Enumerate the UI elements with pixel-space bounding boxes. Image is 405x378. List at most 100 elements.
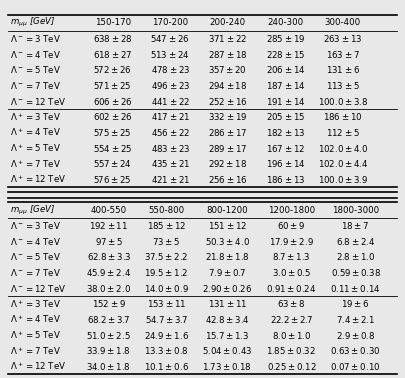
Text: $112 \pm 5$: $112 \pm 5$ (326, 127, 360, 138)
Text: $8.7 \pm 1.3$: $8.7 \pm 1.3$ (272, 251, 311, 262)
Text: 1800-3000: 1800-3000 (332, 206, 379, 215)
Text: $\Lambda^+ = 4$ TeV: $\Lambda^+ = 4$ TeV (10, 314, 61, 325)
Text: $0.91 \pm 0.24$: $0.91 \pm 0.24$ (266, 283, 316, 294)
Text: $602 \pm 26$: $602 \pm 26$ (93, 111, 132, 122)
Text: 400-550: 400-550 (91, 206, 127, 215)
Text: $228 \pm 15$: $228 \pm 15$ (266, 49, 305, 60)
Text: $100.0 \pm 3.8$: $100.0 \pm 3.8$ (318, 96, 368, 107)
Text: $186 \pm 13$: $186 \pm 13$ (266, 174, 305, 185)
Text: $\Lambda^+ = 7$ TeV: $\Lambda^+ = 7$ TeV (10, 158, 61, 169)
Text: $97 \pm 5$: $97 \pm 5$ (95, 236, 123, 247)
Text: $\Lambda^- = 3$ TeV: $\Lambda^- = 3$ TeV (10, 33, 61, 44)
Text: $185 \pm 12$: $185 \pm 12$ (147, 220, 186, 231)
Text: $152 \pm 9$: $152 \pm 9$ (92, 298, 126, 309)
Text: $10.1 \pm 0.6$: $10.1 \pm 0.6$ (144, 361, 189, 372)
Text: $575 \pm 25$: $575 \pm 25$ (94, 127, 132, 138)
Text: $186 \pm 10$: $186 \pm 10$ (323, 111, 362, 122)
Text: $153 \pm 11$: $153 \pm 11$ (147, 298, 186, 309)
Text: $7.9 \pm 0.7$: $7.9 \pm 0.7$ (208, 267, 247, 278)
Text: $113 \pm 5$: $113 \pm 5$ (326, 80, 360, 91)
Text: $332 \pm 19$: $332 \pm 19$ (208, 111, 247, 122)
Text: $187 \pm 14$: $187 \pm 14$ (266, 80, 305, 91)
Text: $\Lambda^+ = 5$ TeV: $\Lambda^+ = 5$ TeV (10, 142, 61, 154)
Text: $131 \pm 11$: $131 \pm 11$ (208, 298, 247, 309)
Text: $\Lambda^+ = 12$ TeV: $\Lambda^+ = 12$ TeV (10, 361, 66, 372)
Text: 150-170: 150-170 (95, 19, 131, 28)
Text: $13.3 \pm 0.8$: $13.3 \pm 0.8$ (144, 345, 189, 356)
Text: $51.0 \pm 2.5$: $51.0 \pm 2.5$ (86, 330, 131, 341)
Text: $513 \pm 24$: $513 \pm 24$ (151, 49, 190, 60)
Text: $205 \pm 15$: $205 \pm 15$ (266, 111, 305, 122)
Text: $50.3 \pm 4.0$: $50.3 \pm 4.0$ (205, 236, 249, 247)
Text: $206 \pm 14$: $206 \pm 14$ (266, 64, 305, 75)
Text: $19.5 \pm 1.2$: $19.5 \pm 1.2$ (144, 267, 188, 278)
Text: $63 \pm 8$: $63 \pm 8$ (277, 298, 306, 309)
Text: $\Lambda^+ = 3$ TeV: $\Lambda^+ = 3$ TeV (10, 111, 61, 122)
Text: $163 \pm 7$: $163 \pm 7$ (326, 49, 360, 60)
Text: 170-200: 170-200 (152, 19, 188, 28)
Text: $478 \pm 23$: $478 \pm 23$ (151, 64, 190, 75)
Text: 200-240: 200-240 (210, 19, 246, 28)
Text: $\Lambda^- = 3$ TeV: $\Lambda^- = 3$ TeV (10, 220, 61, 231)
Text: $638 \pm 28$: $638 \pm 28$ (93, 33, 132, 44)
Text: $606 \pm 26$: $606 \pm 26$ (93, 96, 132, 107)
Text: $191 \pm 14$: $191 \pm 14$ (266, 96, 305, 107)
Text: $196 \pm 14$: $196 \pm 14$ (266, 158, 305, 169)
Text: $102.0 \pm 4.0$: $102.0 \pm 4.0$ (318, 143, 368, 153)
Text: $618 \pm 27$: $618 \pm 27$ (93, 49, 132, 60)
Text: $\Lambda^- = 7$ TeV: $\Lambda^- = 7$ TeV (10, 267, 61, 278)
Text: $192 \pm 11$: $192 \pm 11$ (89, 220, 128, 231)
Text: $441 \pm 22$: $441 \pm 22$ (151, 96, 190, 107)
Text: $\Lambda^+ = 4$ TeV: $\Lambda^+ = 4$ TeV (10, 127, 61, 138)
Text: $286 \pm 17$: $286 \pm 17$ (208, 127, 247, 138)
Text: $22.2 \pm 2.7$: $22.2 \pm 2.7$ (269, 314, 313, 325)
Text: $252 \pm 16$: $252 \pm 16$ (208, 96, 247, 107)
Text: $\Lambda^- = 5$ TeV: $\Lambda^- = 5$ TeV (10, 64, 61, 75)
Text: $100.0 \pm 3.9$: $100.0 \pm 3.9$ (318, 174, 368, 185)
Text: $0.63 \pm 0.30$: $0.63 \pm 0.30$ (330, 345, 381, 356)
Text: 800-1200: 800-1200 (207, 206, 248, 215)
Text: $68.2 \pm 3.7$: $68.2 \pm 3.7$ (87, 314, 131, 325)
Text: $131 \pm 6$: $131 \pm 6$ (326, 64, 360, 75)
Text: $263 \pm 13$: $263 \pm 13$ (323, 33, 362, 44)
Text: $571 \pm 25$: $571 \pm 25$ (94, 80, 132, 91)
Text: $256 \pm 16$: $256 \pm 16$ (208, 174, 247, 185)
Text: $182 \pm 13$: $182 \pm 13$ (266, 127, 305, 138)
Text: $60 \pm 9$: $60 \pm 9$ (277, 220, 305, 231)
Text: 1200-1800: 1200-1800 (268, 206, 315, 215)
Text: $\Lambda^- = 4$ TeV: $\Lambda^- = 4$ TeV (10, 49, 61, 60)
Text: $1.73 \pm 0.18$: $1.73 \pm 0.18$ (202, 361, 252, 372)
Text: $\Lambda^+ = 5$ TeV: $\Lambda^+ = 5$ TeV (10, 329, 61, 341)
Text: $15.7 \pm 1.3$: $15.7 \pm 1.3$ (205, 330, 249, 341)
Text: $\Lambda^- = 4$ TeV: $\Lambda^- = 4$ TeV (10, 236, 61, 247)
Text: $2.9 \pm 0.8$: $2.9 \pm 0.8$ (336, 330, 375, 341)
Text: $33.9 \pm 1.8$: $33.9 \pm 1.8$ (86, 345, 131, 356)
Text: $m_{\mu\mu}$ [GeV]: $m_{\mu\mu}$ [GeV] (10, 16, 55, 29)
Text: $421 \pm 21$: $421 \pm 21$ (151, 174, 190, 185)
Text: $\Lambda^+ = 12$ TeV: $\Lambda^+ = 12$ TeV (10, 174, 66, 185)
Text: $294 \pm 18$: $294 \pm 18$ (208, 80, 247, 91)
Text: $572 \pm 26$: $572 \pm 26$ (93, 64, 132, 75)
Text: $5.04 \pm 0.43$: $5.04 \pm 0.43$ (202, 345, 252, 356)
Text: 550-800: 550-800 (148, 206, 184, 215)
Text: $8.0 \pm 1.0$: $8.0 \pm 1.0$ (272, 330, 311, 341)
Text: $557 \pm 24$: $557 \pm 24$ (93, 158, 132, 169)
Text: $3.0 \pm 0.5$: $3.0 \pm 0.5$ (272, 267, 311, 278)
Text: $\Lambda^- = 5$ TeV: $\Lambda^- = 5$ TeV (10, 251, 61, 262)
Text: $102.0 \pm 4.4$: $102.0 \pm 4.4$ (318, 158, 368, 169)
Text: $17.9 \pm 2.9$: $17.9 \pm 2.9$ (269, 236, 314, 247)
Text: $371 \pm 22$: $371 \pm 22$ (208, 33, 247, 44)
Text: $21.8 \pm 1.8$: $21.8 \pm 1.8$ (205, 251, 249, 262)
Text: $554 \pm 25$: $554 \pm 25$ (93, 143, 132, 153)
Text: $34.0 \pm 1.8$: $34.0 \pm 1.8$ (86, 361, 131, 372)
Text: $42.8 \pm 3.4$: $42.8 \pm 3.4$ (205, 314, 249, 325)
Text: $285 \pm 19$: $285 \pm 19$ (266, 33, 305, 44)
Text: $287 \pm 18$: $287 \pm 18$ (208, 49, 247, 60)
Text: $289 \pm 17$: $289 \pm 17$ (208, 143, 247, 153)
Text: $19 \pm 6$: $19 \pm 6$ (341, 298, 370, 309)
Text: $62.8 \pm 3.3$: $62.8 \pm 3.3$ (87, 251, 131, 262)
Text: $m_{\mu\mu}$ [GeV]: $m_{\mu\mu}$ [GeV] (10, 203, 55, 217)
Text: $37.5 \pm 2.2$: $37.5 \pm 2.2$ (144, 251, 188, 262)
Text: $7.4 \pm 2.1$: $7.4 \pm 2.1$ (336, 314, 375, 325)
Text: $0.59 \pm 0.38$: $0.59 \pm 0.38$ (330, 267, 380, 278)
